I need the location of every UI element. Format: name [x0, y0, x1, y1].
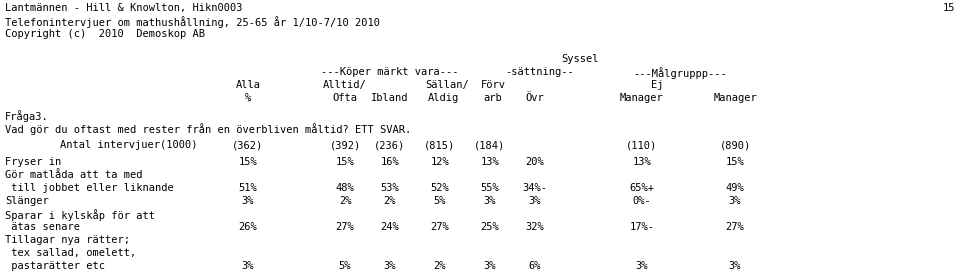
- Text: tex sallad, omelett,: tex sallad, omelett,: [5, 248, 136, 258]
- Text: 65%+: 65%+: [630, 183, 655, 193]
- Text: 51%: 51%: [239, 183, 257, 193]
- Text: 15%: 15%: [239, 157, 257, 167]
- Text: Fråga3.: Fråga3.: [5, 110, 49, 122]
- Text: Alltid/: Alltid/: [324, 80, 367, 90]
- Text: Fryser in: Fryser in: [5, 157, 61, 167]
- Text: Ej: Ej: [651, 80, 663, 90]
- Text: 27%: 27%: [336, 222, 354, 232]
- Text: Copyright (c)  2010  Demoskop AB: Copyright (c) 2010 Demoskop AB: [5, 29, 205, 39]
- Text: till jobbet eller liknande: till jobbet eller liknande: [5, 183, 174, 193]
- Text: pastarätter etc: pastarätter etc: [5, 261, 105, 271]
- Text: 53%: 53%: [380, 183, 399, 193]
- Text: 13%: 13%: [633, 157, 652, 167]
- Text: 13%: 13%: [481, 157, 499, 167]
- Text: Sällan/: Sällan/: [425, 80, 468, 90]
- Text: 20%: 20%: [526, 157, 544, 167]
- Text: 3%: 3%: [242, 261, 254, 271]
- Text: 3%: 3%: [484, 196, 496, 206]
- Text: ätas senare: ätas senare: [5, 222, 80, 232]
- Text: 2%: 2%: [384, 196, 396, 206]
- Text: 55%: 55%: [481, 183, 499, 193]
- Text: 25%: 25%: [481, 222, 499, 232]
- Text: (110): (110): [626, 140, 658, 150]
- Text: Övr: Övr: [526, 93, 544, 103]
- Text: 26%: 26%: [239, 222, 257, 232]
- Text: 49%: 49%: [726, 183, 744, 193]
- Text: Antal intervjuer(1000): Antal intervjuer(1000): [60, 140, 198, 150]
- Text: 48%: 48%: [336, 183, 354, 193]
- Text: 3%: 3%: [242, 196, 254, 206]
- Text: ---Köper märkt vara---: ---Köper märkt vara---: [322, 67, 459, 77]
- Text: Slänger: Slänger: [5, 196, 49, 206]
- Text: Telefonintervjuer om mathushållning, 25-65 år 1/10-7/10 2010: Telefonintervjuer om mathushållning, 25-…: [5, 16, 380, 28]
- Text: (392): (392): [329, 140, 361, 150]
- Text: 17%-: 17%-: [630, 222, 655, 232]
- Text: (815): (815): [424, 140, 456, 150]
- Text: Manager: Manager: [620, 93, 664, 103]
- Text: 6%: 6%: [529, 261, 541, 271]
- Text: Syssel: Syssel: [562, 54, 599, 64]
- Text: Vad gör du oftast med rester från en överbliven måltid? ETT SVAR.: Vad gör du oftast med rester från en öve…: [5, 123, 411, 135]
- Text: 3%: 3%: [484, 261, 496, 271]
- Text: 27%: 27%: [431, 222, 449, 232]
- Text: Ofta: Ofta: [332, 93, 357, 103]
- Text: 24%: 24%: [380, 222, 399, 232]
- Text: 3%: 3%: [529, 196, 541, 206]
- Text: 34%-: 34%-: [522, 183, 547, 193]
- Text: Förv: Förv: [481, 80, 506, 90]
- Text: Lantmännen - Hill & Knowlton, Hikn0003: Lantmännen - Hill & Knowlton, Hikn0003: [5, 3, 243, 13]
- Text: Ibland: Ibland: [372, 93, 409, 103]
- Text: 16%: 16%: [380, 157, 399, 167]
- Text: Sparar i kylskåp för att: Sparar i kylskåp för att: [5, 209, 155, 221]
- Text: 15%: 15%: [726, 157, 744, 167]
- Text: Alla: Alla: [235, 80, 260, 90]
- Text: Gör matlåda att ta med: Gör matlåda att ta med: [5, 170, 142, 180]
- Text: ---Målgruppp---: ---Målgruppp---: [634, 67, 727, 79]
- Text: 15%: 15%: [336, 157, 354, 167]
- Text: 0%-: 0%-: [633, 196, 652, 206]
- Text: (362): (362): [232, 140, 264, 150]
- Text: 15: 15: [943, 3, 955, 13]
- Text: 3%: 3%: [729, 261, 741, 271]
- Text: (236): (236): [374, 140, 406, 150]
- Text: 3%: 3%: [384, 261, 396, 271]
- Text: 5%: 5%: [339, 261, 351, 271]
- Text: 52%: 52%: [431, 183, 449, 193]
- Text: %: %: [245, 93, 252, 103]
- Text: Tillagar nya rätter;: Tillagar nya rätter;: [5, 235, 130, 245]
- Text: 27%: 27%: [726, 222, 744, 232]
- Text: Manager: Manager: [713, 93, 756, 103]
- Text: 12%: 12%: [431, 157, 449, 167]
- Text: Aldig: Aldig: [427, 93, 459, 103]
- Text: 5%: 5%: [434, 196, 446, 206]
- Text: arb: arb: [484, 93, 502, 103]
- Text: 2%: 2%: [434, 261, 446, 271]
- Text: 3%: 3%: [636, 261, 648, 271]
- Text: 3%: 3%: [729, 196, 741, 206]
- Text: 32%: 32%: [526, 222, 544, 232]
- Text: (890): (890): [719, 140, 751, 150]
- Text: 2%: 2%: [339, 196, 351, 206]
- Text: -sättning--: -sättning--: [506, 67, 574, 77]
- Text: (184): (184): [474, 140, 506, 150]
